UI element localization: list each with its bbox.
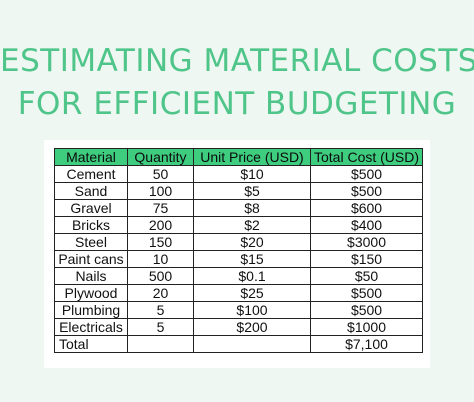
table-row: Paint cans 10 $15 $150: [54, 250, 424, 268]
cell-total-cost: $500: [309, 284, 424, 302]
cell-unit-price: [193, 335, 311, 353]
cell-total-cost: $50: [309, 267, 424, 285]
cell-material: Cement: [54, 165, 128, 183]
table-row: Plumbing 5 $100 $500: [54, 301, 424, 319]
cell-total-cost: $500: [309, 182, 424, 200]
cell-quantity: 150: [127, 233, 194, 251]
table-row: Nails 500 $0.1 $50: [54, 267, 424, 285]
cell-material: Plywood: [54, 284, 128, 302]
cell-material: Plumbing: [54, 301, 128, 319]
cell-quantity: 200: [127, 216, 194, 234]
cell-total-cost: $1000: [309, 318, 424, 336]
cell-quantity: 5: [127, 318, 194, 336]
cell-total-cost: $500: [309, 301, 424, 319]
table-total-row: Total $7,100: [54, 335, 424, 353]
cell-material: Paint cans: [54, 250, 128, 268]
cell-total-label: Total: [54, 335, 128, 353]
cell-quantity: 5: [127, 301, 194, 319]
cell-grand-total: $7,100: [309, 335, 424, 353]
cell-total-cost: $400: [309, 216, 424, 234]
cell-unit-price: $10: [193, 165, 311, 183]
cell-unit-price: $100: [193, 301, 311, 319]
header-material: Material: [54, 148, 128, 166]
table-row: Steel 150 $20 $3000: [54, 233, 424, 251]
cell-quantity: [127, 335, 194, 353]
cell-unit-price: $2: [193, 216, 311, 234]
table-row: Sand 100 $5 $500: [54, 182, 424, 200]
material-cost-table: Material Quantity Unit Price (USD) Total…: [54, 148, 424, 353]
cell-material: Steel: [54, 233, 128, 251]
cell-total-cost: $150: [309, 250, 424, 268]
table-row: Cement 50 $10 $500: [54, 165, 424, 183]
spreadsheet-panel: Material Quantity Unit Price (USD) Total…: [44, 140, 430, 368]
table-row: Plywood 20 $25 $500: [54, 284, 424, 302]
cell-quantity: 500: [127, 267, 194, 285]
header-quantity: Quantity: [127, 148, 194, 166]
cell-total-cost: $600: [309, 199, 424, 217]
cell-quantity: 10: [127, 250, 194, 268]
page-title-line-2: FOR EFFICIENT BUDGETING: [17, 86, 457, 122]
cell-material: Gravel: [54, 199, 128, 217]
cell-material: Sand: [54, 182, 128, 200]
header-total-cost: Total Cost (USD): [309, 148, 424, 166]
cell-unit-price: $5: [193, 182, 311, 200]
cell-unit-price: $25: [193, 284, 311, 302]
cell-quantity: 20: [127, 284, 194, 302]
cell-unit-price: $20: [193, 233, 311, 251]
cell-total-cost: $500: [309, 165, 424, 183]
cell-unit-price: $15: [193, 250, 311, 268]
cell-unit-price: $200: [193, 318, 311, 336]
cell-unit-price: $0.1: [193, 267, 311, 285]
cell-quantity: 100: [127, 182, 194, 200]
table-header-row: Material Quantity Unit Price (USD) Total…: [54, 148, 424, 166]
page-title-line-1: ESTIMATING MATERIAL COSTS: [0, 43, 474, 79]
table-row: Electricals 5 $200 $1000: [54, 318, 424, 336]
cell-material: Electricals: [54, 318, 128, 336]
header-unit-price: Unit Price (USD): [193, 148, 311, 166]
cell-material: Nails: [54, 267, 128, 285]
cell-quantity: 75: [127, 199, 194, 217]
cell-unit-price: $8: [193, 199, 311, 217]
table-row: Bricks 200 $2 $400: [54, 216, 424, 234]
table-row: Gravel 75 $8 $600: [54, 199, 424, 217]
cell-quantity: 50: [127, 165, 194, 183]
cell-material: Bricks: [54, 216, 128, 234]
cell-total-cost: $3000: [309, 233, 424, 251]
